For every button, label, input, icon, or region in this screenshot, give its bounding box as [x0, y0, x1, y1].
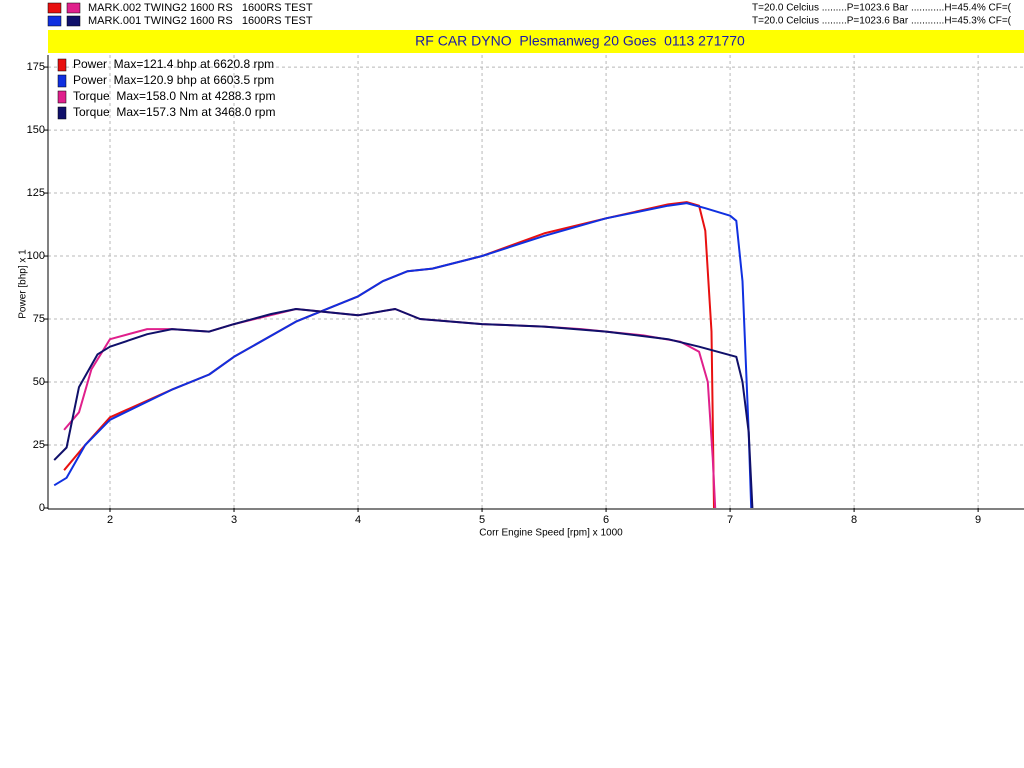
run-swatch [47, 2, 62, 14]
series-line [63, 308, 717, 509]
x-tick-label: 4 [355, 514, 361, 526]
run-label: MARK.002 TWING2 1600 RS 1600RS TEST [88, 2, 313, 14]
legend-swatch [57, 90, 67, 104]
run-conditions: T=20.0 Celcius .........P=1023.6 Bar ...… [752, 16, 1012, 27]
run-swatch [66, 2, 81, 14]
series-line [63, 201, 715, 509]
x-tick-label: 8 [851, 514, 857, 526]
series-line [53, 308, 754, 509]
y-tick-label: 75 [33, 313, 45, 325]
legend-swatch [57, 58, 67, 72]
y-tick-label: 125 [27, 187, 45, 199]
legend-label: Torque Max=157.3 Nm at 3468.0 rpm [73, 105, 275, 119]
y-tick-label: 25 [33, 439, 45, 451]
y-tick-label: 150 [27, 124, 45, 136]
x-tick-label: 3 [231, 514, 237, 526]
run-swatch [47, 15, 62, 27]
series-line [53, 202, 753, 509]
banner-text: RF CAR DYNO Plesmanweg 20 Goes 0113 2717… [415, 33, 745, 49]
legend-label: Torque Max=158.0 Nm at 4288.3 rpm [73, 89, 275, 103]
x-tick-label: 5 [479, 514, 485, 526]
y-tick-label: 175 [27, 61, 45, 73]
grid: 0 25 50 75 100 125 150 175 2 3 4 5 6 7 8 9 [27, 55, 1024, 526]
legend-swatch [57, 106, 67, 120]
legend-label: Power Max=120.9 bhp at 6603.5 rpm [73, 73, 274, 87]
plot-lines [53, 201, 754, 509]
legend: Power Max=121.4 bhp at 6620.8 rpm Power M… [57, 57, 275, 120]
x-tick-label: 6 [603, 514, 609, 526]
y-tick-label: 0 [39, 502, 45, 514]
x-tick-label: 2 [107, 514, 113, 526]
run-conditions: T=20.0 Celcius .........P=1023.6 Bar ...… [752, 3, 1012, 14]
banner [48, 30, 1024, 53]
y-tick-label: 50 [33, 376, 45, 388]
y-axis-label: Power [bhp] x 1 [18, 249, 29, 319]
run-label: MARK.001 TWING2 1600 RS 1600RS TEST [88, 15, 313, 27]
legend-label: Power Max=121.4 bhp at 6620.8 rpm [73, 57, 274, 71]
y-tick-label: 100 [27, 250, 45, 262]
x-tick-label: 9 [975, 514, 981, 526]
header: MARK.002 TWING2 1600 RS 1600RS TEST T=20.… [47, 2, 1012, 27]
x-tick-label: 7 [727, 514, 733, 526]
legend-swatch [57, 74, 67, 88]
run-swatch [66, 15, 81, 27]
x-axis-label: Corr Engine Speed [rpm] x 1000 [479, 528, 623, 539]
